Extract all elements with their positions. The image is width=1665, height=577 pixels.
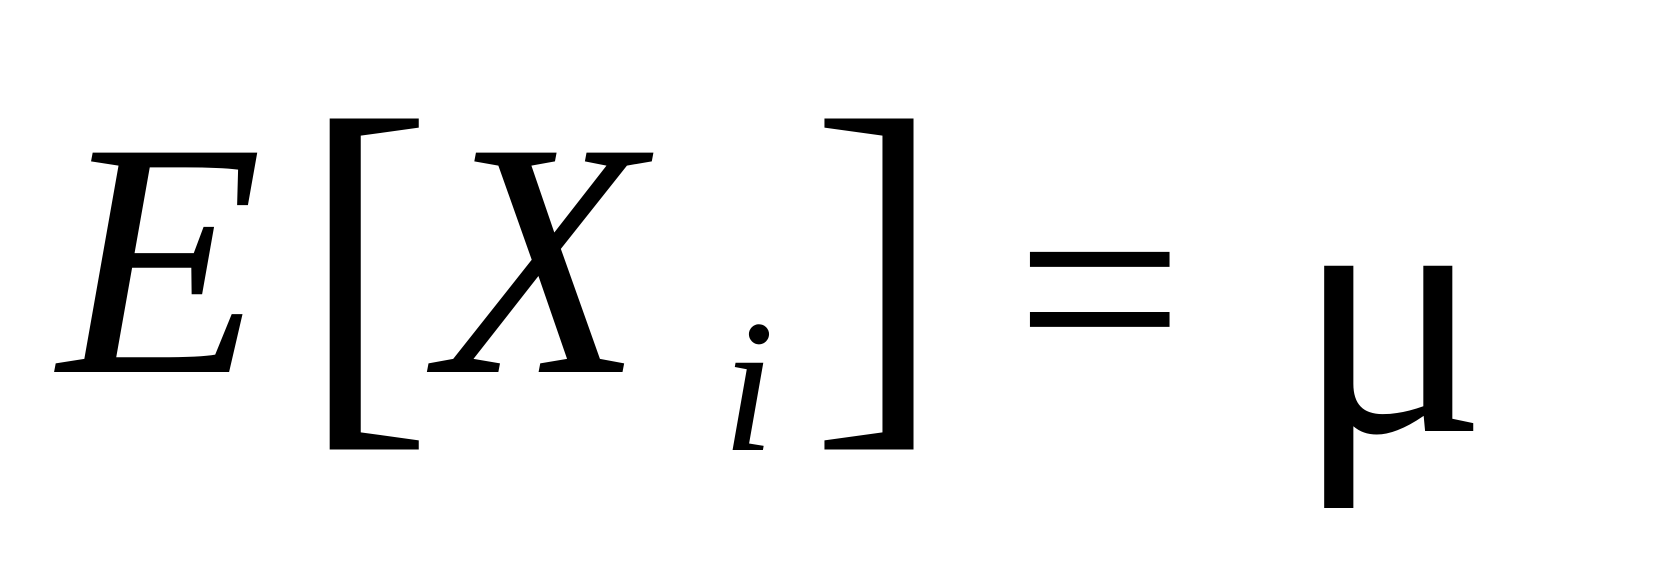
left-bracket: [ xyxy=(300,40,434,483)
equals-sign: = xyxy=(1015,122,1185,454)
subscript-index: i xyxy=(722,282,775,492)
expectation-symbol: E xyxy=(58,74,263,445)
mean-symbol: μ xyxy=(1295,110,1489,509)
right-bracket: ] xyxy=(810,40,944,483)
random-variable: X xyxy=(438,74,643,445)
